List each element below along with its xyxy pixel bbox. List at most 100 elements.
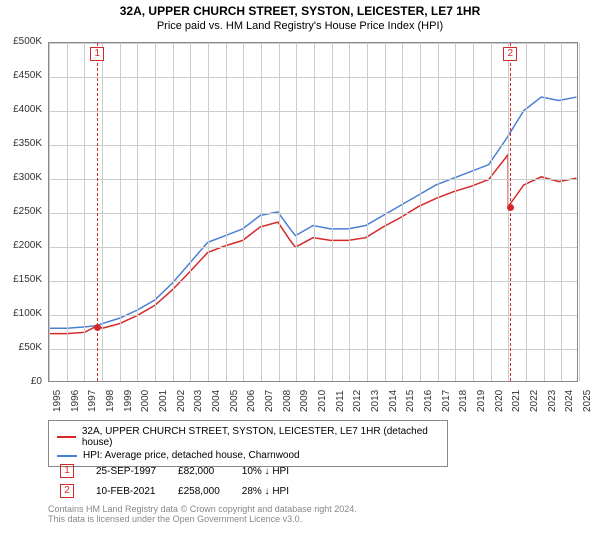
chart-lines-svg bbox=[49, 43, 577, 381]
marker-row-box: 2 bbox=[60, 484, 74, 498]
y-tick-label: £250K bbox=[0, 206, 42, 217]
x-tick-label: 2008 bbox=[282, 390, 293, 412]
y-tick-label: £350K bbox=[0, 138, 42, 149]
x-tick-label: 2017 bbox=[441, 390, 452, 412]
gridline-v bbox=[137, 43, 138, 381]
series-line-property bbox=[50, 155, 577, 334]
gridline-v bbox=[279, 43, 280, 381]
x-tick-label: 1999 bbox=[123, 390, 134, 412]
x-tick-label: 1997 bbox=[87, 390, 98, 412]
x-tick-label: 2011 bbox=[335, 390, 346, 412]
y-tick-label: £50K bbox=[0, 342, 42, 353]
x-tick-label: 2006 bbox=[246, 390, 257, 412]
gridline-h bbox=[49, 247, 577, 248]
y-tick-label: £200K bbox=[0, 240, 42, 251]
gridline-v bbox=[261, 43, 262, 381]
gridline-v bbox=[332, 43, 333, 381]
gridline-v bbox=[561, 43, 562, 381]
gridline-v bbox=[84, 43, 85, 381]
marker-row: 125-SEP-1997£82,00010% ↓ HPI bbox=[50, 462, 299, 480]
marker-row: 2 10-FEB-2021£258,00028% ↓ HPI bbox=[50, 482, 299, 500]
gridline-h bbox=[49, 349, 577, 350]
x-tick-label: 2020 bbox=[494, 390, 505, 412]
footer-line-2: This data is licensed under the Open Gov… bbox=[48, 514, 357, 524]
marker-table: 125-SEP-1997£82,00010% ↓ HPI 2 10-FEB-2021… bbox=[48, 460, 301, 502]
y-tick-label: £100K bbox=[0, 308, 42, 319]
gridline-v bbox=[190, 43, 191, 381]
gridline-h bbox=[49, 111, 577, 112]
gridline-v bbox=[402, 43, 403, 381]
gridline-v bbox=[226, 43, 227, 381]
gridline-h bbox=[49, 179, 577, 180]
gridline-v bbox=[385, 43, 386, 381]
y-tick-label: £450K bbox=[0, 70, 42, 81]
gridline-v bbox=[120, 43, 121, 381]
marker-row-date: 10-FEB-2021 bbox=[86, 482, 166, 500]
x-tick-label: 2024 bbox=[564, 390, 575, 412]
gridline-v bbox=[208, 43, 209, 381]
marker-row-delta: 28% ↓ HPI bbox=[232, 482, 299, 500]
x-tick-label: 2010 bbox=[317, 390, 328, 412]
x-tick-label: 1998 bbox=[105, 390, 116, 412]
gridline-v bbox=[473, 43, 474, 381]
gridline-v bbox=[49, 43, 50, 381]
x-tick-label: 2025 bbox=[582, 390, 593, 412]
gridline-v bbox=[455, 43, 456, 381]
gridline-v bbox=[314, 43, 315, 381]
x-tick-label: 2019 bbox=[476, 390, 487, 412]
gridline-v bbox=[155, 43, 156, 381]
y-tick-label: £400K bbox=[0, 104, 42, 115]
gridline-v bbox=[508, 43, 509, 381]
x-tick-label: 2016 bbox=[423, 390, 434, 412]
gridline-h bbox=[49, 315, 577, 316]
gridline-v bbox=[544, 43, 545, 381]
marker-label-box: 1 bbox=[90, 47, 104, 61]
x-tick-label: 2002 bbox=[176, 390, 187, 412]
x-tick-label: 2023 bbox=[547, 390, 558, 412]
attribution-footer: Contains HM Land Registry data © Crown c… bbox=[48, 504, 357, 524]
marker-label-box: 2 bbox=[503, 47, 517, 61]
x-tick-label: 2022 bbox=[529, 390, 540, 412]
x-tick-label: 2021 bbox=[511, 390, 522, 412]
x-tick-label: 2013 bbox=[370, 390, 381, 412]
marker-dot bbox=[507, 204, 514, 211]
y-tick-label: £500K bbox=[0, 36, 42, 47]
marker-row-date: 25-SEP-1997 bbox=[86, 462, 166, 480]
x-tick-label: 2014 bbox=[388, 390, 399, 412]
gridline-v bbox=[243, 43, 244, 381]
x-tick-label: 2005 bbox=[229, 390, 240, 412]
gridline-h bbox=[49, 43, 577, 44]
gridline-v bbox=[367, 43, 368, 381]
marker-row-price: £258,000 bbox=[168, 482, 230, 500]
legend-swatch bbox=[57, 455, 77, 457]
gridline-v bbox=[349, 43, 350, 381]
gridline-v bbox=[438, 43, 439, 381]
legend-item: 32A, UPPER CHURCH STREET, SYSTON, LEICES… bbox=[57, 425, 439, 449]
footer-line-1: Contains HM Land Registry data © Crown c… bbox=[48, 504, 357, 514]
chart-subtitle: Price paid vs. HM Land Registry's House … bbox=[0, 18, 600, 36]
gridline-v bbox=[526, 43, 527, 381]
x-tick-label: 1995 bbox=[52, 390, 63, 412]
marker-row-delta: 10% ↓ HPI bbox=[232, 462, 299, 480]
gridline-h bbox=[49, 213, 577, 214]
gridline-v bbox=[420, 43, 421, 381]
x-tick-label: 2004 bbox=[211, 390, 222, 412]
x-tick-label: 2007 bbox=[264, 390, 275, 412]
x-tick-label: 2003 bbox=[193, 390, 204, 412]
x-tick-label: 1996 bbox=[70, 390, 81, 412]
legend-label: 32A, UPPER CHURCH STREET, SYSTON, LEICES… bbox=[82, 426, 439, 448]
x-tick-label: 2000 bbox=[140, 390, 151, 412]
gridline-v bbox=[67, 43, 68, 381]
marker-dot bbox=[94, 324, 101, 331]
gridline-v bbox=[296, 43, 297, 381]
gridline-h bbox=[49, 145, 577, 146]
y-tick-label: £150K bbox=[0, 274, 42, 285]
gridline-v bbox=[491, 43, 492, 381]
x-tick-label: 2015 bbox=[405, 390, 416, 412]
x-tick-label: 2012 bbox=[352, 390, 363, 412]
marker-line bbox=[510, 43, 511, 381]
x-tick-label: 2001 bbox=[158, 390, 169, 412]
gridline-v bbox=[102, 43, 103, 381]
chart-title: 32A, UPPER CHURCH STREET, SYSTON, LEICES… bbox=[0, 0, 600, 18]
gridline-h bbox=[49, 77, 577, 78]
